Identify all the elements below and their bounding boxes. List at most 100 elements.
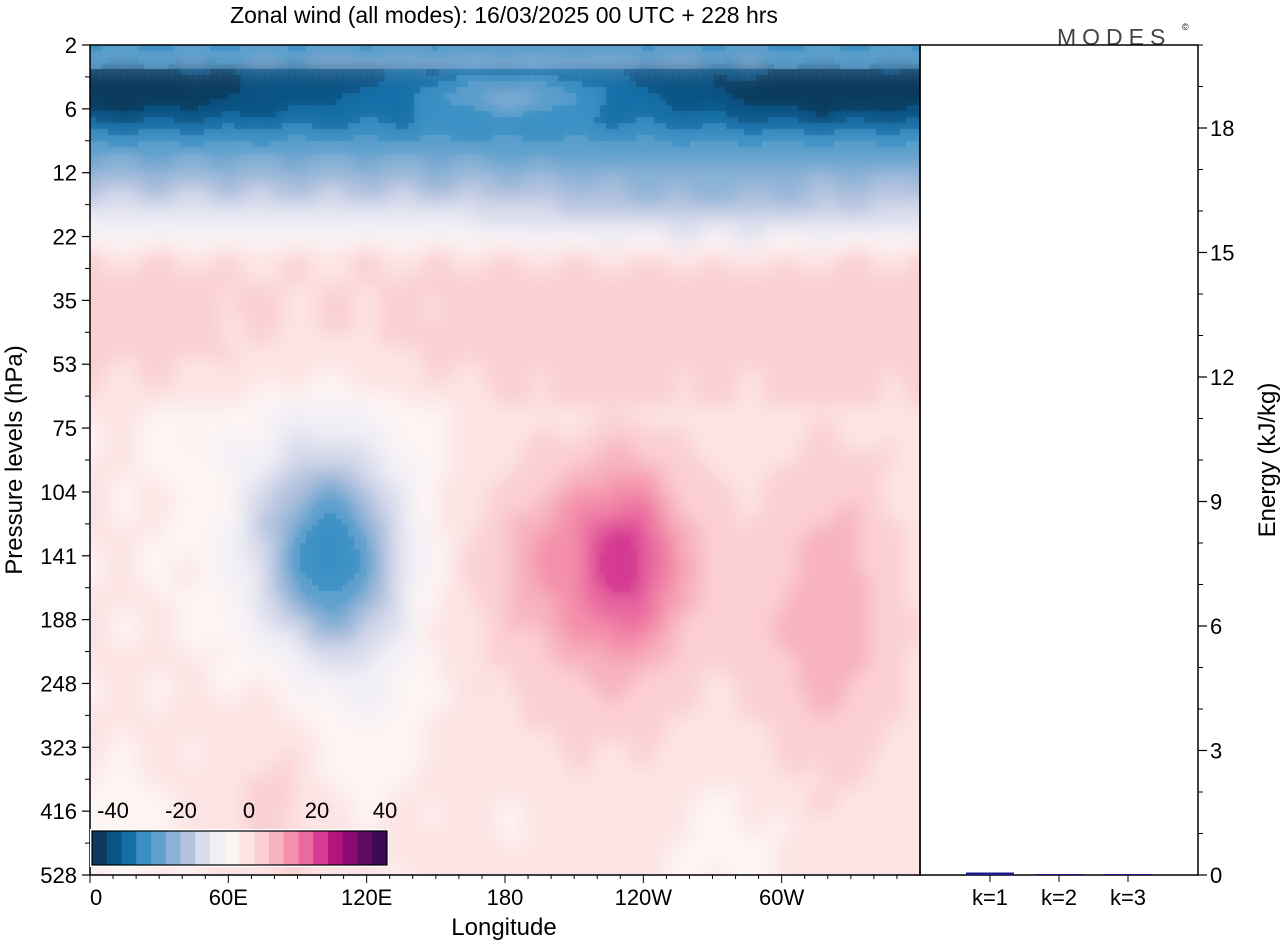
heatmap-cell [942,429,955,442]
heatmap-cell [330,381,343,394]
heatmap-cell [294,369,307,382]
heatmap-cell [834,309,847,322]
heatmap-cell [522,405,535,418]
heatmap-cell [426,741,439,754]
heatmap-cell [894,153,907,166]
heatmap-cell [306,489,319,502]
heatmap-cell [462,633,475,646]
heatmap-cell [294,45,307,46]
heatmap-cell [546,489,559,502]
heatmap-cell [810,57,823,70]
heatmap-cell [594,789,607,802]
heatmap-cell [618,753,631,766]
heatmap-cell [114,297,127,310]
heatmap-cell [234,753,247,766]
heatmap-cell [762,693,775,706]
heatmap-cell [834,321,847,334]
heatmap-cell [666,453,679,466]
heatmap-cell [354,633,367,646]
heatmap-cell [762,477,775,490]
heatmap-cell [714,585,727,598]
heatmap-cell [678,801,691,814]
heatmap-cell [546,621,559,634]
heatmap-cell [930,297,943,310]
heatmap-cell [138,717,151,730]
heatmap-cell [210,729,223,742]
heatmap-cell [774,465,787,478]
heatmap-cell [810,45,823,46]
heatmap-cell [198,177,211,190]
heatmap-cell [750,465,763,478]
heatmap-cell [126,177,139,190]
heatmap-cell [474,369,487,382]
heatmap-cell [534,765,547,778]
heatmap-cell [714,405,727,418]
heatmap-cell [258,429,271,442]
heatmap-cell [762,285,775,298]
heatmap-cell [294,501,307,514]
heatmap-cell [582,333,595,346]
heatmap-cell [462,189,475,202]
heatmap-cell [378,753,391,766]
heatmap-cell [678,705,691,718]
heatmap-cell [846,297,859,310]
heatmap-cell [258,537,271,550]
heatmap-cell [342,777,355,790]
heatmap-cell [786,681,799,694]
heatmap-cell [798,801,811,814]
heatmap-cell [858,753,871,766]
heatmap-cell [558,453,571,466]
heatmap-cell [258,765,271,778]
heatmap-cell [906,417,919,430]
heatmap-cell [798,201,811,214]
heatmap-cell [210,525,223,538]
heatmap-cell [414,465,427,478]
heatmap-cell [666,417,679,430]
heatmap-cell [498,753,511,766]
heatmap-cell [450,273,463,286]
heatmap-cell [450,45,463,46]
heatmap-cell [858,333,871,346]
heatmap-cell [834,777,847,790]
heatmap-cell [666,801,679,814]
heatmap-cell [534,201,547,214]
heatmap-cell [246,729,259,742]
heatmap-cell [114,753,127,766]
heatmap-cell [102,657,115,670]
heatmap-cell [270,189,283,202]
heatmap-cell [246,477,259,490]
heatmap-cell [198,357,211,370]
heatmap-cell [522,573,535,586]
heatmap-cell [474,405,487,418]
heatmap-cell [642,633,655,646]
heatmap-cell [666,333,679,346]
heatmap-cell [822,477,835,490]
heatmap-cell [678,333,691,346]
heatmap-cell [138,465,151,478]
heatmap-cell [738,621,751,634]
heatmap-cell [798,441,811,454]
heatmap-cell [834,201,847,214]
heatmap-cell [450,825,463,838]
heatmap-cell [642,561,655,574]
heatmap-cell [642,717,655,730]
heatmap-cell [702,717,715,730]
heatmap-cell [726,153,739,166]
heatmap-cell [390,573,403,586]
heatmap-cell [918,537,920,550]
heatmap-cell [366,585,379,598]
heatmap-cell [90,561,103,574]
heatmap-cell [498,813,511,826]
heatmap-cell [234,429,247,442]
heatmap-cell [126,537,139,550]
heatmap-cell [90,405,91,418]
heatmap-cell [402,441,415,454]
heatmap-cell [378,381,391,394]
heatmap-cell [642,237,655,250]
heatmap-cell [138,345,151,358]
heatmap-cell [402,285,415,298]
heatmap-cell [906,297,919,310]
heatmap-cell [90,213,91,226]
heatmap-cell [894,189,907,202]
heatmap-cell [510,537,523,550]
